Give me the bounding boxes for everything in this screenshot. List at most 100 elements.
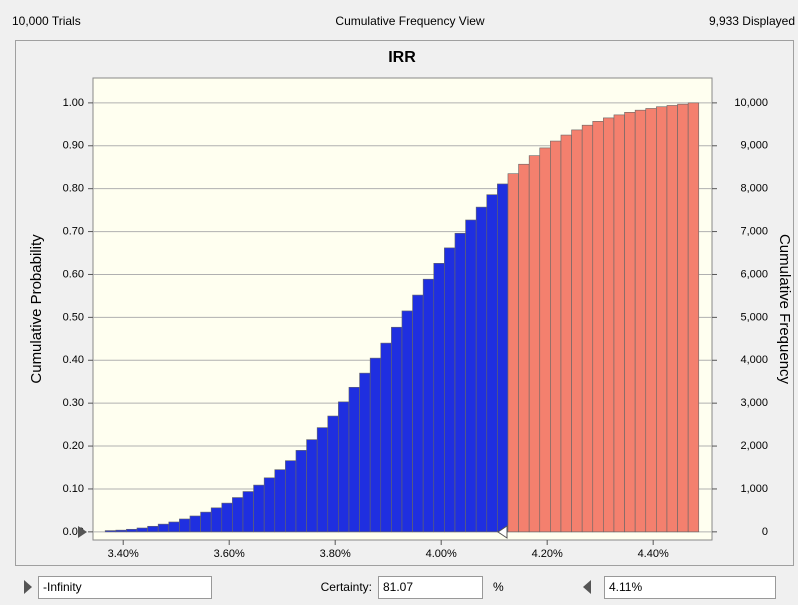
bar bbox=[497, 183, 509, 533]
bar bbox=[666, 105, 678, 533]
bar bbox=[486, 194, 498, 533]
bar bbox=[539, 147, 551, 533]
bar bbox=[380, 342, 392, 533]
bar bbox=[327, 415, 339, 533]
bar bbox=[115, 529, 127, 533]
upper-value: 4.11% bbox=[609, 580, 642, 594]
y-tick-label: 0.20 bbox=[63, 440, 84, 452]
y-tick-label: 0.10 bbox=[63, 483, 84, 495]
y-tick-label: 0.90 bbox=[63, 140, 84, 152]
bar bbox=[210, 507, 223, 533]
bar bbox=[104, 530, 117, 533]
bar bbox=[550, 140, 562, 533]
bar bbox=[444, 247, 456, 533]
lower-arrow[interactable] bbox=[24, 580, 32, 594]
y-tick-label: 0.30 bbox=[63, 397, 84, 409]
bar bbox=[465, 219, 477, 533]
lower-input[interactable] bbox=[38, 576, 212, 599]
bar bbox=[359, 372, 371, 533]
x-tick-label: 4.40% bbox=[638, 548, 669, 560]
bar bbox=[603, 117, 615, 533]
bar bbox=[285, 460, 297, 533]
certainty-input[interactable] bbox=[378, 576, 483, 599]
bar bbox=[401, 310, 413, 533]
y2-tick-label: 2,000 bbox=[740, 440, 768, 452]
bar bbox=[560, 134, 572, 533]
y2-tick-label: 10,000 bbox=[734, 97, 768, 109]
upper-grabber[interactable] bbox=[497, 525, 508, 539]
marks: 0.000.100.200.300.400.500.600.700.800.90… bbox=[63, 97, 768, 560]
bar bbox=[253, 484, 265, 533]
x-tick-label: 3.80% bbox=[320, 548, 351, 560]
bar bbox=[147, 525, 159, 533]
bar bbox=[369, 357, 382, 533]
lower-grabber[interactable] bbox=[78, 526, 87, 538]
bar bbox=[295, 450, 307, 533]
y-axis-label: Cumulative Probability bbox=[28, 234, 45, 384]
upper-arrow[interactable] bbox=[583, 580, 591, 594]
y-tick-label: 0.80 bbox=[63, 183, 84, 195]
bar bbox=[528, 155, 541, 533]
y-tick-label: 0.50 bbox=[63, 311, 84, 323]
y2-tick-label: 7,000 bbox=[740, 225, 768, 237]
bar bbox=[200, 511, 212, 533]
bar bbox=[624, 112, 636, 533]
bar bbox=[433, 263, 445, 533]
bar bbox=[581, 124, 594, 533]
bar bbox=[475, 206, 488, 533]
y2-tick-label: 5,000 bbox=[740, 311, 768, 323]
bar bbox=[507, 173, 519, 533]
bar bbox=[242, 491, 254, 533]
trials: 10,000 Trials bbox=[12, 14, 81, 28]
bar bbox=[518, 163, 530, 533]
bar bbox=[645, 108, 657, 533]
bar bbox=[232, 497, 244, 533]
y2-tick-label: 3,000 bbox=[740, 397, 768, 409]
bar bbox=[338, 401, 350, 533]
bar bbox=[656, 106, 668, 533]
bar bbox=[316, 427, 329, 533]
bar bbox=[189, 515, 201, 533]
bar bbox=[348, 386, 360, 533]
bar bbox=[613, 114, 625, 533]
y2-axis-label: Cumulative Frequency bbox=[776, 234, 793, 385]
view-name: Cumulative Frequency View bbox=[335, 14, 485, 28]
bar bbox=[422, 278, 435, 533]
lower-value: -Infinity bbox=[43, 580, 82, 594]
displayed: 9,933 Displayed bbox=[709, 14, 795, 28]
y2-tick-label: 8,000 bbox=[740, 183, 768, 195]
y-tick-label: 1.00 bbox=[63, 97, 84, 109]
bar bbox=[263, 477, 276, 533]
bar bbox=[391, 326, 403, 533]
bar bbox=[126, 528, 138, 533]
y2-tick-label: 4,000 bbox=[740, 354, 768, 366]
y-tick-label: 0.40 bbox=[63, 354, 84, 366]
bar bbox=[592, 121, 604, 533]
bar bbox=[412, 294, 424, 533]
y2-tick-label: 6,000 bbox=[740, 268, 768, 280]
bar bbox=[168, 521, 180, 533]
y-tick-label: 0.70 bbox=[63, 225, 84, 237]
y-tick-label: 0.60 bbox=[63, 268, 84, 280]
bar bbox=[221, 502, 233, 533]
y2-tick-label: 1,000 bbox=[740, 483, 768, 495]
bar bbox=[157, 523, 170, 533]
x-tick-label: 4.20% bbox=[532, 548, 563, 560]
bar bbox=[687, 102, 700, 533]
chart-title: IRR bbox=[388, 49, 416, 66]
certainty-value: 81.07 bbox=[383, 580, 413, 594]
bar bbox=[274, 469, 286, 533]
upper-input[interactable] bbox=[604, 576, 776, 599]
x-tick-label: 3.60% bbox=[214, 548, 245, 560]
bar bbox=[179, 518, 191, 533]
y2-tick-label: 0 bbox=[762, 526, 768, 538]
certainty-unit: % bbox=[493, 580, 504, 594]
y2-tick-label: 9,000 bbox=[740, 140, 768, 152]
bar bbox=[136, 527, 148, 533]
bar bbox=[634, 109, 647, 533]
bar bbox=[306, 439, 318, 533]
bar bbox=[571, 129, 583, 533]
x-tick-label: 4.00% bbox=[426, 548, 457, 560]
